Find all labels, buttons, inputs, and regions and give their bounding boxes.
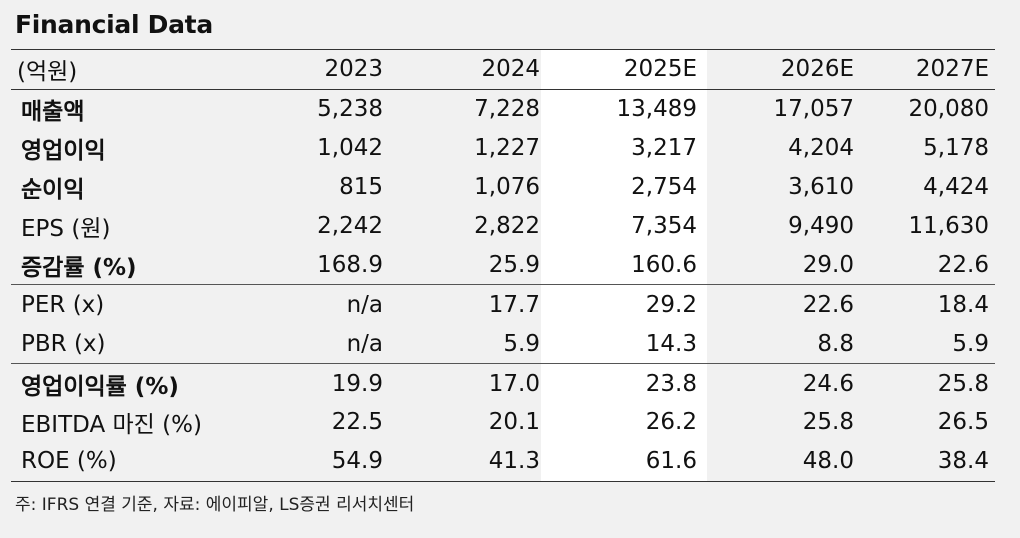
cell-2027e: 38.4: [937, 448, 989, 475]
row-label: 순이익: [21, 177, 85, 204]
cell-2023: n/a: [346, 291, 383, 318]
cell-2027e: 18.4: [937, 291, 989, 318]
cell-2024: 2,822: [474, 213, 540, 239]
cell-2026e: 25.8: [802, 409, 854, 436]
cell-2025e: 3,217: [631, 135, 697, 162]
header-2024: 2024: [481, 56, 540, 83]
cell-2025e: 14.3: [645, 330, 697, 357]
header-2023: 2023: [324, 56, 383, 83]
cell-2026e: 48.0: [802, 448, 854, 475]
cell-2027e: 4,424: [923, 174, 989, 201]
table-title: Financial Data: [15, 10, 213, 39]
source-footnote: 주: IFRS 연결 기준, 자료: 에이피알, LS증권 리서치센터: [15, 495, 415, 515]
row-label: 영업이익률 (%): [21, 373, 179, 400]
cell-2024: 1,227: [474, 135, 540, 162]
cell-2026e: 24.6: [802, 370, 854, 397]
cell-2023: 168.9: [317, 251, 383, 278]
cell-2026e: 17,057: [773, 96, 854, 123]
cell-2025e: 7,354: [631, 213, 697, 239]
header-2025e: 2025E: [623, 56, 697, 83]
cell-2026e: 8.8: [817, 330, 854, 357]
table-row-pbr: PBR (x) n/a 5.9 14.3 8.8 5.9: [11, 324, 995, 363]
cell-2023: n/a: [346, 330, 383, 357]
cell-2023: 815: [339, 174, 383, 201]
cell-2024: 5.9: [503, 330, 540, 357]
cell-2027e: 26.5: [937, 409, 989, 436]
cell-2025e: 29.2: [645, 291, 697, 318]
row-label: 매출액: [21, 99, 85, 126]
cell-2023: 22.5: [331, 409, 383, 436]
cell-2025e: 13,489: [616, 96, 697, 123]
cell-2027e: 5,178: [923, 135, 989, 162]
table-row-operating-margin: 영업이익률 (%) 19.9 17.0 23.8 24.6 25.8: [11, 363, 995, 403]
financial-table: (억원) 2023 2024 2025E 2026E 2027E 매출액 5,2…: [11, 49, 995, 482]
cell-2027e: 5.9: [952, 330, 989, 357]
table-header-row: (억원) 2023 2024 2025E 2026E 2027E: [11, 49, 995, 90]
table-row-growth-rate: 증감률 (%) 168.9 25.9 160.6 29.0 22.6: [11, 245, 995, 284]
highlight-column-2025e: [541, 49, 707, 482]
header-2026e: 2026E: [780, 56, 854, 83]
cell-2024: 17.0: [488, 370, 540, 397]
cell-2023: 54.9: [331, 448, 383, 475]
header-unit: (억원): [17, 59, 78, 86]
table-row-net-income: 순이익 815 1,076 2,754 3,610 4,424: [11, 168, 995, 207]
cell-2023: 5,238: [317, 96, 383, 123]
cell-2025e: 61.6: [645, 448, 697, 475]
cell-2027e: 22.6: [937, 251, 989, 278]
cell-2024: 1,076: [474, 174, 540, 201]
header-2027e: 2027E: [915, 56, 989, 83]
cell-2026e: 4,204: [788, 135, 854, 162]
row-label: PBR (x): [21, 330, 106, 357]
cell-2026e: 3,610: [788, 174, 854, 201]
table-row-per: PER (x) n/a 17.7 29.2 22.6 18.4: [11, 284, 995, 324]
cell-2023: 1,042: [317, 135, 383, 162]
row-label: PER (x): [21, 291, 105, 318]
cell-2025e: 26.2: [645, 409, 697, 436]
cell-2023: 2,242: [317, 213, 383, 239]
cell-2027e: 25.8: [937, 370, 989, 397]
cell-2025e: 2,754: [631, 174, 697, 201]
cell-2026e: 29.0: [802, 251, 854, 278]
cell-2024: 7,228: [474, 96, 540, 123]
table-row-eps: EPS (원) 2,242 2,822 7,354 9,490 11,630: [11, 207, 995, 246]
row-label: 영업이익: [21, 138, 106, 165]
financial-table-container: (억원) 2023 2024 2025E 2026E 2027E 매출액 5,2…: [11, 49, 995, 482]
cell-2027e: 20,080: [908, 96, 989, 123]
cell-2024: 17.7: [488, 291, 540, 318]
cell-2024: 25.9: [488, 251, 540, 278]
table-row-revenue: 매출액 5,238 7,228 13,489 17,057 20,080: [11, 89, 995, 128]
cell-2025e: 23.8: [645, 370, 697, 397]
cell-2027e: 11,630: [908, 213, 989, 239]
table-row-operating-profit: 영업이익 1,042 1,227 3,217 4,204 5,178: [11, 129, 995, 168]
cell-2024: 20.1: [488, 409, 540, 436]
row-label: EPS (원): [21, 216, 111, 242]
table-row-ebitda-margin: EBITDA 마진 (%) 22.5 20.1 26.2 25.8 26.5: [11, 403, 995, 442]
row-label: 증감률 (%): [21, 254, 137, 281]
cell-2023: 19.9: [331, 370, 383, 397]
table-row-roe: ROE (%) 54.9 41.3 61.6 48.0 38.4: [11, 442, 995, 482]
cell-2026e: 9,490: [788, 213, 854, 239]
row-label: EBITDA 마진 (%): [21, 412, 202, 439]
cell-2025e: 160.6: [631, 251, 697, 278]
cell-2024: 41.3: [488, 448, 540, 475]
cell-2026e: 22.6: [802, 291, 854, 318]
row-label: ROE (%): [21, 448, 117, 475]
